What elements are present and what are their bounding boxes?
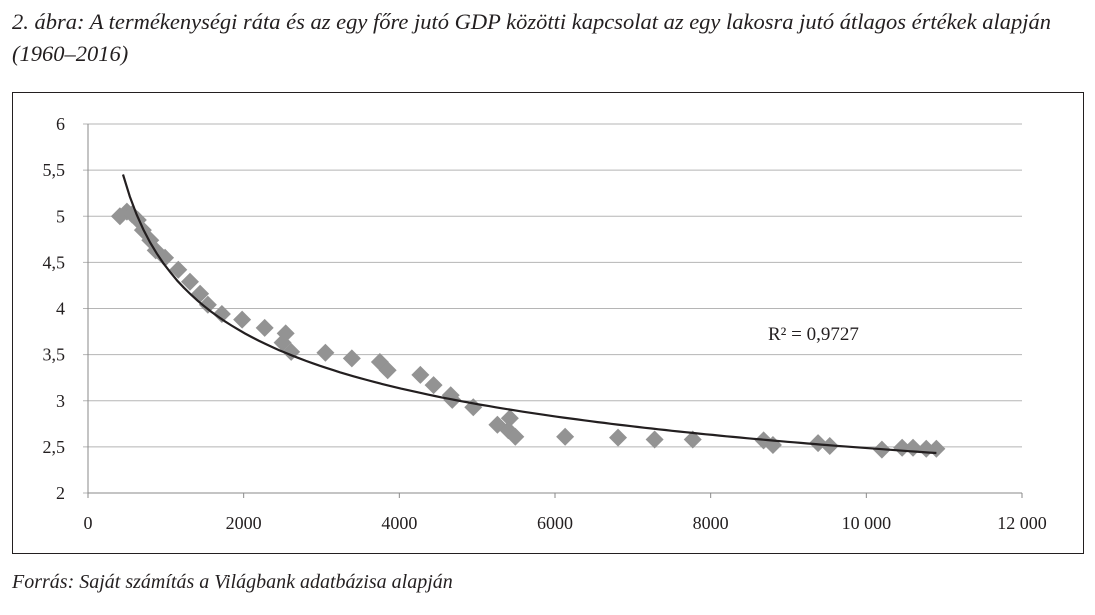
data-point xyxy=(255,318,274,337)
data-point xyxy=(506,427,525,446)
data-point xyxy=(609,428,628,447)
chart-frame xyxy=(12,92,1084,554)
gridlines xyxy=(83,123,1022,494)
y-tick-label: 3,5 xyxy=(43,345,66,365)
x-tick-label: 0 xyxy=(84,513,93,533)
trendline-group xyxy=(121,174,937,455)
data-point xyxy=(683,430,702,449)
data-point xyxy=(378,361,397,380)
data-point xyxy=(156,248,175,267)
y-tick-label: 4 xyxy=(56,299,65,319)
y-tick-label: 4,5 xyxy=(43,252,66,272)
y-tick-label: 6 xyxy=(56,114,65,134)
x-tick-label: 8000 xyxy=(693,513,729,533)
figure-title: 2. ábra: A termékenységi ráta és az egy … xyxy=(12,9,1051,66)
data-point xyxy=(342,349,361,368)
y-tick-label: 2,5 xyxy=(43,437,66,457)
data-point xyxy=(180,272,199,291)
data-point xyxy=(169,260,188,279)
data-point xyxy=(424,376,443,395)
source-note: Forrás: Saját számítás a Világbank adatb… xyxy=(12,571,453,593)
x-tick-label: 12 000 xyxy=(997,513,1047,533)
data-point xyxy=(500,409,519,428)
data-point xyxy=(198,295,217,314)
x-tick-label: 2000 xyxy=(226,513,262,533)
data-point xyxy=(927,439,946,458)
axes xyxy=(87,124,1023,498)
trendline xyxy=(121,174,937,455)
data-point xyxy=(893,438,912,457)
x-tick-label: 4000 xyxy=(381,513,417,533)
x-tick-label: 6000 xyxy=(537,513,573,533)
data-point xyxy=(411,365,430,384)
r-squared-annotation: R² = 0,9727 xyxy=(768,324,859,345)
data-point xyxy=(212,305,231,324)
data-point xyxy=(316,343,335,362)
data-point xyxy=(556,427,575,446)
y-tick-label: 2 xyxy=(56,483,65,503)
y-tick-label: 3 xyxy=(56,391,65,411)
y-tick-label: 5,5 xyxy=(43,160,66,180)
data-point xyxy=(645,430,664,449)
data-point xyxy=(233,310,252,329)
tick-labels: 2 2,5 3 3,5 4 4,5 5 5,5 6 0 2000 4000 6000 8000 10 000… xyxy=(43,114,1047,533)
x-tick-label: 10 000 xyxy=(842,513,892,533)
y-tick-label: 5 xyxy=(56,206,65,226)
